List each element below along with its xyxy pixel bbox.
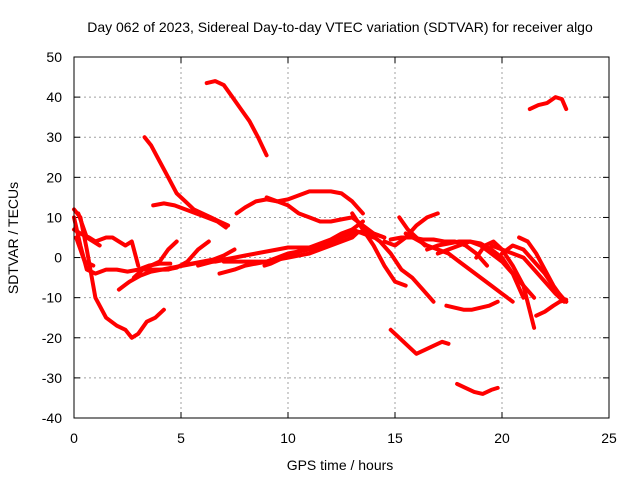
y-tick-label: -20	[42, 330, 62, 346]
series-arc-4	[76, 211, 102, 248]
series-arc-14	[234, 189, 365, 216]
series-arc-20	[367, 231, 436, 304]
series-arc-9	[166, 247, 237, 272]
plot-frame	[73, 56, 610, 419]
series-arc-17	[151, 201, 228, 230]
x-tick-label: 10	[280, 430, 296, 446]
series-arc-16	[142, 135, 231, 228]
series-arc-1	[72, 207, 166, 340]
x-tick-label: 20	[494, 430, 510, 446]
series-arc-7	[131, 239, 179, 280]
y-tick-label: -40	[42, 410, 62, 426]
data-series	[72, 79, 569, 396]
y-tick-label: -10	[42, 290, 62, 306]
x-axis-label: GPS time / hours	[287, 457, 394, 473]
series-arc-15	[264, 195, 387, 240]
series-arc-31	[517, 235, 569, 304]
series-arc-33	[527, 95, 569, 112]
y-tick-label: 10	[46, 209, 62, 225]
x-tick-label: 15	[387, 430, 403, 446]
series-arc-26	[435, 239, 526, 300]
y-tick-label: 30	[46, 129, 62, 145]
y-tick-label: 50	[46, 49, 62, 65]
series-arc-23	[388, 235, 489, 268]
series-arc-18	[204, 79, 269, 158]
series-arc-32	[534, 297, 569, 318]
y-tick-label: 20	[46, 169, 62, 185]
series-arc-35	[455, 381, 500, 396]
series-arc-34	[388, 327, 451, 356]
series-arc-13	[262, 227, 376, 268]
y-axis-label: SDTVAR / TECUs	[5, 182, 21, 294]
series-arc-12	[196, 229, 387, 268]
series-arc-24	[403, 231, 515, 304]
series-arc-27	[444, 299, 500, 312]
y-tick-label: -30	[42, 370, 62, 386]
x-tick-label: 25	[601, 430, 617, 446]
x-tick-label: 0	[70, 430, 78, 446]
tick-labels: 0 5 10 15 20 25 -40 -30 -20 -10 0 10 20 30 40 50	[42, 49, 617, 446]
chart-title: Day 062 of 2023, Sidereal Day-to-day VTE…	[87, 19, 593, 35]
series-arc-5	[74, 235, 96, 268]
series-arc-10	[217, 231, 359, 276]
series-arc-19	[350, 211, 408, 288]
y-tick-label: 40	[46, 89, 62, 105]
y-tick-label: 0	[54, 250, 62, 266]
x-tick-label: 5	[177, 430, 185, 446]
